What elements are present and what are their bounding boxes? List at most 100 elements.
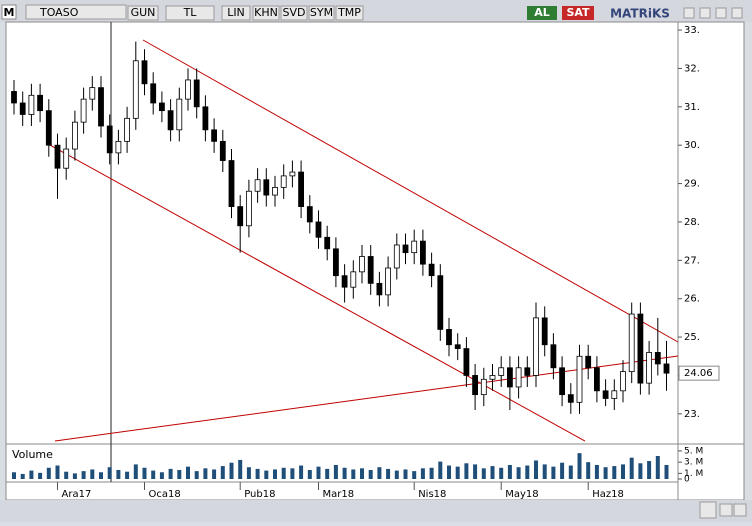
buy-label: AL — [534, 6, 550, 19]
toolbar-button-label: LIN — [227, 6, 245, 19]
toolbar-button-label: TL — [183, 6, 198, 19]
candle-body — [620, 371, 626, 392]
candle-body — [437, 275, 444, 330]
scroll-right[interactable] — [733, 503, 747, 517]
volume-bar — [516, 467, 521, 479]
y-tick-label: 32. — [684, 63, 700, 74]
toolbar-button[interactable] — [280, 5, 308, 21]
candle-body — [263, 179, 270, 196]
candle-body — [594, 367, 600, 392]
volume-bar — [55, 465, 60, 479]
volume-bar — [281, 467, 286, 479]
close[interactable] — [715, 7, 727, 19]
symbol-box[interactable] — [25, 4, 127, 20]
candle-body — [454, 344, 461, 349]
volume-bar — [72, 473, 77, 479]
sell-button[interactable] — [562, 6, 594, 20]
volume-tick-label: 1. M — [684, 469, 703, 479]
candle-body — [89, 87, 96, 100]
volume-bar — [316, 466, 321, 479]
chart-area — [5, 21, 745, 501]
candle-body — [602, 390, 609, 399]
candle-body — [402, 244, 409, 254]
pin[interactable] — [731, 7, 743, 19]
y-tick-label: 29. — [684, 179, 700, 190]
toolbar-button[interactable] — [165, 5, 215, 21]
volume-bar — [377, 467, 382, 479]
volume-bar — [368, 470, 373, 479]
volume-bar — [107, 467, 112, 479]
candle-body — [228, 160, 235, 207]
candle-body — [298, 171, 305, 207]
volume-bar — [490, 466, 495, 479]
candle-body — [367, 256, 374, 284]
channel-lower — [49, 144, 586, 442]
toolbar-button-label: SVD — [283, 6, 306, 19]
toolbar-button[interactable] — [221, 5, 251, 21]
candle-body — [654, 352, 661, 365]
volume-bar — [307, 470, 312, 479]
volume-bar — [351, 469, 356, 479]
volume-bar — [133, 464, 138, 479]
volume-bar — [664, 464, 669, 479]
volume-tick-label: 0 — [684, 475, 690, 485]
candle-body — [37, 94, 43, 112]
candle-body — [150, 83, 157, 104]
candle-body — [663, 363, 670, 374]
toolbar-button[interactable] — [308, 5, 335, 21]
volume-bar — [342, 467, 347, 479]
candle-body — [219, 140, 226, 161]
volume-bar — [325, 468, 330, 479]
volume-bar — [229, 462, 234, 479]
maximize[interactable] — [699, 7, 711, 19]
volume-bar — [46, 467, 51, 479]
volume-bar — [647, 461, 652, 479]
volume-bar — [142, 467, 147, 479]
candle-body — [385, 267, 392, 296]
volume-bar — [568, 465, 573, 479]
y-tick-label: 26. — [684, 294, 700, 305]
candle-body — [515, 367, 522, 388]
x-tick-label: Mar18 — [323, 489, 355, 500]
candle-body — [506, 367, 513, 388]
candle-body — [489, 375, 496, 380]
volume-bar — [333, 464, 338, 479]
volume-bar — [594, 464, 599, 479]
minimize[interactable] — [683, 7, 695, 19]
candle-body — [63, 148, 70, 169]
candle-body — [28, 94, 35, 115]
channel-upper — [142, 39, 679, 343]
toolbar-button[interactable] — [252, 5, 280, 21]
toolbar-button[interactable] — [335, 5, 364, 21]
candle-body — [193, 79, 200, 108]
sell-label: SAT — [566, 6, 590, 19]
volume-bar — [99, 472, 103, 479]
volume-bar — [12, 472, 16, 479]
x-tick-label: Pub18 — [244, 489, 275, 500]
logo-box[interactable] — [1, 4, 17, 20]
volume-bar — [612, 466, 617, 479]
candle-body — [559, 367, 565, 396]
volume-bar — [177, 470, 182, 479]
refresh[interactable] — [699, 501, 717, 519]
candle-body — [115, 140, 122, 154]
last-price-box — [678, 365, 720, 381]
volume-title: Volume — [12, 448, 53, 461]
candle-body — [98, 87, 104, 127]
volume-bar — [290, 468, 295, 479]
volume-bar — [194, 471, 199, 479]
volume-bar — [386, 468, 391, 479]
toolbar-button[interactable] — [127, 5, 159, 21]
buy-button[interactable] — [527, 6, 557, 20]
candle-body — [11, 91, 17, 104]
candle-body — [463, 348, 470, 376]
candle-body — [306, 206, 313, 223]
candle-body — [106, 125, 113, 154]
candle-body — [524, 367, 531, 376]
volume-bar — [264, 470, 269, 479]
volume-bar — [455, 466, 460, 479]
scroll-left[interactable] — [719, 503, 733, 517]
candle-body — [498, 367, 505, 376]
y-tick-label: 27. — [684, 255, 700, 266]
